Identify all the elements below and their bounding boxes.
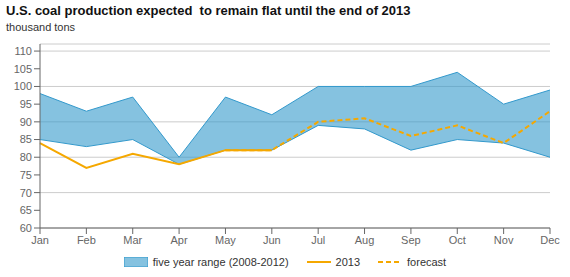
svg-text:105: 105: [14, 63, 32, 75]
html-text:thousand tons: thousand tons: [6, 21, 76, 33]
svg-text:Jun: Jun: [263, 234, 281, 246]
svg-text:110: 110: [14, 45, 32, 57]
svg-text:Aug: Aug: [355, 234, 375, 246]
svg-text:Mar: Mar: [123, 234, 142, 246]
svg-text:60: 60: [20, 222, 32, 234]
svg-text:Jan: Jan: [31, 234, 49, 246]
html-text:2013: 2013: [335, 256, 360, 268]
svg-text:Oct: Oct: [449, 234, 466, 246]
svg-text:90: 90: [20, 116, 32, 128]
html-text:five year range (2008-2012): five year range (2008-2012): [152, 256, 289, 268]
svg-text:Nov: Nov: [494, 234, 514, 246]
svg-text:Jul: Jul: [311, 234, 325, 246]
svg-text:70: 70: [20, 187, 32, 199]
svg-text:Feb: Feb: [77, 234, 96, 246]
svg-text:Sep: Sep: [401, 234, 421, 246]
html-text:U.S. coal production expected: U.S. coal production expected to remain …: [6, 3, 411, 18]
svg-text:65: 65: [20, 204, 32, 216]
svg-text:95: 95: [20, 98, 32, 110]
svg-text:Dec: Dec: [540, 234, 560, 246]
svg-text:Apr: Apr: [171, 234, 188, 246]
svg-text:May: May: [215, 234, 236, 246]
svg-text:75: 75: [20, 169, 32, 181]
svg-text:100: 100: [14, 80, 32, 92]
html-text:forecast: forecast: [407, 256, 447, 268]
svg-text:80: 80: [20, 151, 32, 163]
svg-text:85: 85: [20, 133, 32, 145]
